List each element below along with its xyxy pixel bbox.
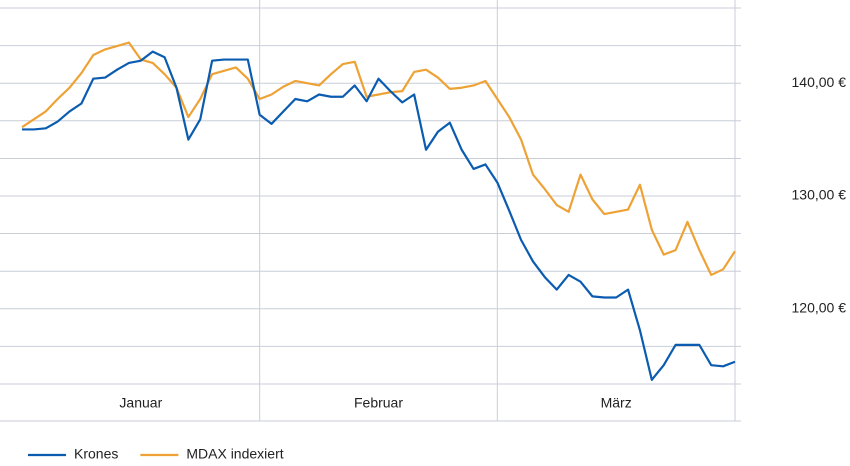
series-line [22,50,736,381]
y-tick-label: 130,00 € [792,187,847,203]
y-tick-label: 120,00 € [792,299,847,315]
x-tick-label: März [601,395,632,411]
x-tick-label: Februar [354,395,403,411]
x-tick-label: Januar [119,395,162,411]
legend-label: MDAX indexiert [186,446,283,462]
legend-label: Krones [74,446,118,462]
y-tick-label: 140,00 € [792,74,847,90]
